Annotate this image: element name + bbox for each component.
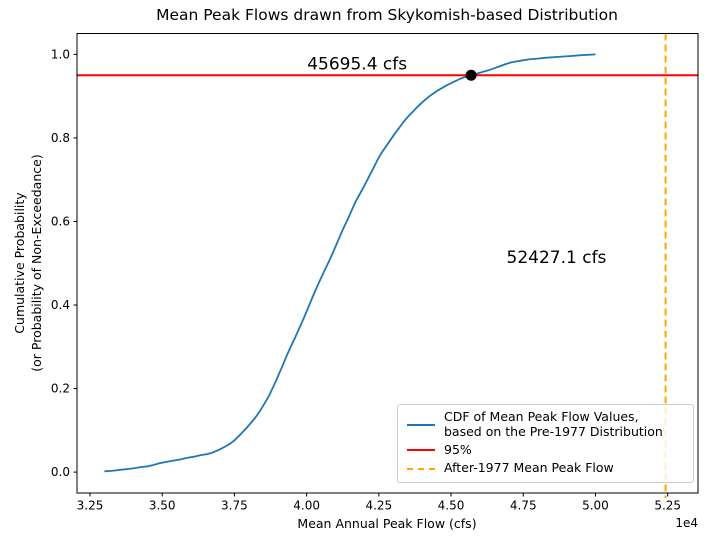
y-axis-label: Cumulative Probability (or Probability o… <box>12 154 44 372</box>
x-axis-offset-label: 1e4 <box>675 516 698 530</box>
chart-title: Mean Peak Flows drawn from Skykomish-bas… <box>156 6 618 24</box>
x-tick-label: 4.50 <box>438 499 465 513</box>
x-tick-label: 3.50 <box>149 499 176 513</box>
x-tick-label: 4.25 <box>365 499 392 513</box>
x-tick-label: 3.75 <box>221 499 248 513</box>
y-tick-label: 0.8 <box>51 131 70 145</box>
legend: CDF of Mean Peak Flow Values, based on t… <box>397 404 694 483</box>
x-tick-label: 5.00 <box>582 499 609 513</box>
x-axis-label: Mean Annual Peak Flow (cfs) <box>297 516 477 531</box>
annotation: 45695.4 cfs <box>307 55 407 75</box>
legend-entry-after1977: After-1977 Mean Peak Flow <box>407 460 686 476</box>
y-tick-label: 0.6 <box>51 214 70 228</box>
x-tick-label: 3.25 <box>77 499 104 513</box>
x-tick-label: 5.25 <box>654 499 681 513</box>
legend-label-95pct: 95% <box>444 442 472 457</box>
annotation: 52427.1 cfs <box>507 248 607 268</box>
legend-label-cdf: CDF of Mean Peak Flow Values, based on t… <box>444 409 663 439</box>
legend-line-sample-95pct <box>407 449 435 452</box>
legend-line-sample-after1977 <box>407 467 435 470</box>
y-tick-label: 1.0 <box>51 47 70 61</box>
y-tick-label: 0.2 <box>51 382 70 396</box>
y-tick-label: 0.4 <box>51 298 70 312</box>
intersection-dot <box>465 69 477 81</box>
legend-line-sample-cdf <box>407 423 435 426</box>
x-tick-label: 4.00 <box>293 499 320 513</box>
axes-frame <box>76 33 699 494</box>
x-tick-label: 4.75 <box>510 499 537 513</box>
legend-label-after1977: After-1977 Mean Peak Flow <box>444 460 614 476</box>
legend-entry-95pct: 95% <box>407 442 686 458</box>
y-tick-label: 0.0 <box>51 465 70 479</box>
legend-entry-cdf: CDF of Mean Peak Flow Values, based on t… <box>407 409 686 440</box>
